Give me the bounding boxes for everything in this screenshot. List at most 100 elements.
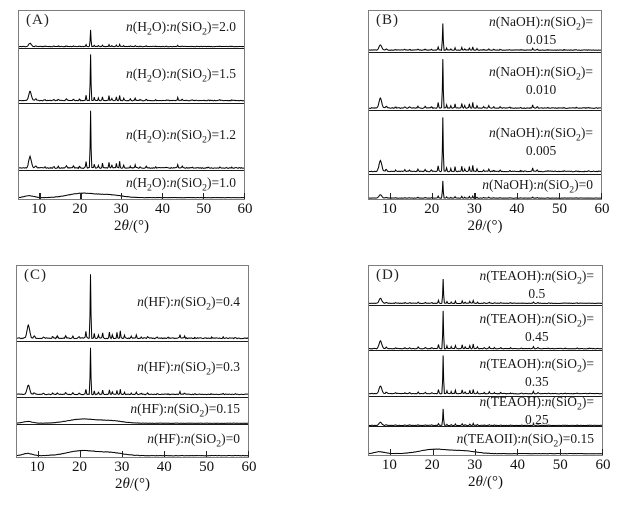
xrd-trace-row: n(H2O):n(SiO2)=2.0 (19, 11, 244, 49)
x-axis-tick-labels: 10 20 30 40 50 60 (18, 200, 252, 217)
plot-area: (C) n(HF):n(SiO2)=0.4 n(HF):n(SiO2)=0.3 n(… (16, 265, 250, 458)
x-tick-label: 20 (424, 457, 440, 473)
xrd-trace-curve (369, 306, 602, 350)
x-tick-mark (474, 193, 476, 199)
x-tick-label: 50 (551, 201, 567, 217)
x-tick-label: 10 (31, 201, 47, 217)
xrd-trace-row: n(HF):n(SiO2)=0.4 (17, 266, 248, 343)
xrd-trace-row: n(H2O):n(SiO2)=1.5 (19, 49, 244, 104)
plot-area: (B) n(NaOH):n(SiO2)= 0.015 n(NaOH):n(SiO2)… (368, 10, 603, 200)
plot-area: (A) n(H2O):n(SiO2)=2.0 n(H2O):n(SiO2)=1.5… (18, 10, 246, 200)
x-tick-label: 60 (594, 201, 610, 217)
xrd-trace-curve (19, 49, 244, 103)
x-tick-mark (390, 193, 392, 199)
trace-label: n(NaOH):n(SiO2)= 0.005 (489, 125, 593, 159)
x-tick-mark (432, 193, 434, 199)
x-tick-mark (80, 193, 82, 199)
x-axis-title: 2θ/(°) (467, 218, 503, 234)
x-tick-mark (517, 449, 519, 455)
xrd-trace-row: n(NaOH):n(SiO2)= 0.010 (369, 53, 601, 112)
xrd-trace-row: n(H2O):n(SiO2)=1.2 (19, 104, 244, 172)
x-tick-label: 40 (509, 201, 525, 217)
xrd-trace-curve (17, 398, 248, 424)
x-tick-label: 60 (595, 457, 611, 473)
x-tick-mark (164, 451, 166, 457)
xrd-trace-curve (369, 351, 602, 395)
x-tick-label: 20 (72, 201, 88, 217)
x-tick-mark (121, 193, 123, 199)
xrd-trace-curve (17, 425, 248, 457)
x-tick-label: 20 (424, 201, 440, 217)
trace-label: n(H2O):n(SiO2)=1.0 (126, 175, 236, 194)
x-tick-mark (432, 449, 434, 455)
x-tick-mark (558, 193, 560, 199)
x-tick-label: 30 (114, 459, 130, 475)
trace-label: n(TEAOH):n(SiO2)= 0.35 (479, 356, 594, 390)
xrd-trace-row: n(HF):n(SiO2)=0 (17, 425, 248, 457)
x-tick-label: 50 (199, 459, 215, 475)
xrd-trace-row: n(H2O):n(SiO2)=1.0 (19, 171, 244, 199)
trace-rows: n(H2O):n(SiO2)=2.0 n(H2O):n(SiO2)=1.5 n(H2… (19, 11, 244, 199)
x-tick-label: 20 (72, 459, 88, 475)
xrd-trace-row: n(HF):n(SiO2)=0.3 (17, 342, 248, 398)
trace-label: n(H2O):n(SiO2)=1.5 (126, 65, 236, 85)
xrd-trace-curve (19, 11, 244, 48)
plot-area: (D) n(TEAOH):n(SiO2)= 0.5 n(TEAOH):n(SiO2)… (368, 265, 604, 456)
xrd-trace-row: n(NaOH):n(SiO2)= 0.015 (369, 11, 601, 53)
trace-label: n(TEAOII):n(SiO2)=0.15 (456, 431, 594, 450)
x-axis-ticks (369, 193, 603, 199)
trace-label: n(NaOH):n(SiO2)= 0.015 (489, 13, 593, 48)
x-tick-label: 50 (196, 201, 212, 217)
trace-label: n(HF):n(SiO2)=0.3 (137, 359, 240, 379)
trace-label: n(TEAOH):n(SiO2)= 0.5 (479, 268, 594, 302)
x-tick-label: 40 (510, 457, 526, 473)
x-tick-mark (162, 193, 164, 199)
x-tick-mark (248, 451, 250, 457)
x-axis-title: 2θ/(°) (114, 476, 151, 492)
xrd-trace-row: n(NaOH):n(SiO2)= 0.005 (369, 111, 601, 175)
x-tick-label: 10 (29, 459, 45, 475)
xrd-trace-row: n(TEAOH):n(SiO2)= 0.35 (369, 351, 602, 397)
xrd-trace-curve (369, 11, 601, 52)
xrd-trace-curve (369, 427, 602, 455)
xrd-trace-row: n(TEAOII):n(SiO2)=0.15 (369, 427, 602, 455)
xrd-trace-curve (369, 397, 602, 427)
x-tick-mark (602, 449, 604, 455)
x-tick-label: 30 (113, 201, 129, 217)
trace-label: n(NaOH):n(SiO2)=0 (482, 176, 593, 196)
xrd-panel-c: (C) n(HF):n(SiO2)=0.4 n(HF):n(SiO2)=0.3 n(… (16, 265, 257, 492)
panel-letter: (C) (24, 267, 47, 283)
x-tick-mark (206, 451, 208, 457)
xrd-panel-b: (B) n(NaOH):n(SiO2)= 0.015 n(NaOH):n(SiO2)… (368, 10, 610, 234)
x-tick-label: 30 (467, 457, 483, 473)
x-tick-mark (516, 193, 518, 199)
xrd-trace-row: n(TEAOH):n(SiO2)= 0.25 (369, 394, 602, 428)
xrd-trace-curve (19, 104, 244, 171)
trace-rows: n(TEAOH):n(SiO2)= 0.5 n(TEAOH):n(SiO2)= 0.4… (369, 266, 602, 455)
x-axis-ticks (369, 449, 604, 455)
trace-label: n(HF):n(SiO2)=0 (147, 430, 240, 450)
x-axis-tick-labels: 10 20 30 40 50 60 (368, 456, 611, 473)
xrd-trace-curve (369, 266, 602, 305)
xrd-trace-curve (17, 266, 248, 341)
xrd-trace-row: n(TEAOH):n(SiO2)= 0.45 (369, 306, 602, 352)
trace-label: n(NaOH):n(SiO2)= 0.010 (489, 64, 593, 98)
xrd-trace-row: n(TEAOH):n(SiO2)= 0.5 (369, 266, 602, 306)
trace-label: n(HF):n(SiO2)=0.4 (137, 293, 240, 313)
trace-rows: n(HF):n(SiO2)=0.4 n(HF):n(SiO2)=0.3 n(HF):… (17, 266, 248, 457)
x-tick-mark (390, 449, 392, 455)
xrd-panel-a: (A) n(H2O):n(SiO2)=2.0 n(H2O):n(SiO2)=1.5… (18, 10, 253, 234)
xrd-trace-row: n(HF):n(SiO2)=0.15 (17, 398, 248, 426)
trace-rows: n(NaOH):n(SiO2)= 0.015 n(NaOH):n(SiO2)= 0.0… (369, 11, 601, 199)
xrd-trace-row: n(NaOH):n(SiO2)=0 (369, 175, 601, 199)
x-tick-label: 40 (156, 459, 172, 475)
x-tick-mark (244, 193, 246, 199)
xrd-trace-curve (17, 342, 248, 397)
xrd-trace-curve (369, 53, 601, 110)
x-tick-mark (79, 451, 82, 457)
x-axis-ticks (19, 193, 246, 199)
x-tick-mark (601, 193, 603, 199)
x-tick-label: 40 (154, 201, 170, 217)
xrd-panel-d: (D) n(TEAOH):n(SiO2)= 0.5 n(TEAOH):n(SiO2)… (368, 265, 611, 490)
xrd-trace-curve (369, 111, 601, 174)
